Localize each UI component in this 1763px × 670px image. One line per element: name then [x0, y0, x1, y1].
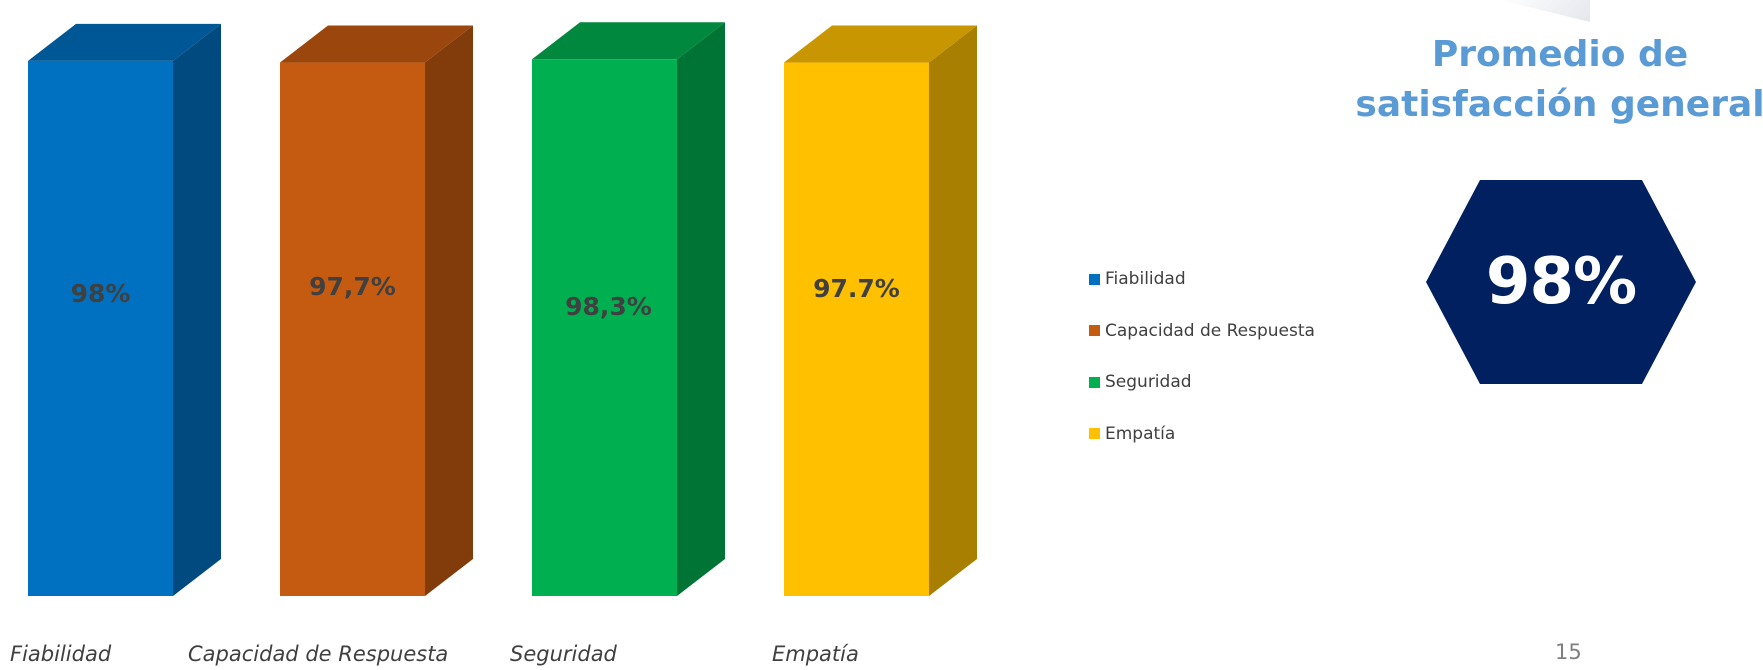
legend-item-empatia: Empatía [1089, 423, 1315, 445]
legend-label-seguridad: Seguridad [1105, 372, 1192, 392]
summary-hexagon: 98% [1426, 180, 1696, 384]
category-label-fiabilidad: Fiabilidad [10, 642, 112, 666]
data-label-seguridad: 98,3% [565, 292, 652, 321]
bar-front-seguridad [532, 59, 677, 597]
bar-capacidad-de-respuesta: 97,7% [280, 25, 473, 597]
legend-item-seguridad: Seguridad [1089, 371, 1315, 393]
bar-front-empatia [784, 62, 929, 597]
bar-side-fiabilidad [173, 23, 221, 597]
category-label-capacidad-de-respuesta: Capacidad de Respuesta [188, 642, 449, 666]
legend-swatch-fiabilidad [1089, 273, 1100, 285]
bar-top-empatia [784, 25, 977, 63]
bar-chart: 98% 97,7% 98,3% 97.7% [28, 22, 977, 597]
data-label-fiabilidad: 98% [71, 279, 131, 308]
bar-side-empatia [929, 25, 977, 597]
summary-title-line-2: satisfacción general [1355, 84, 1763, 125]
slide-corner-decoration [1500, 0, 1590, 22]
bar-top-fiabilidad [28, 23, 221, 61]
data-label-capacidad-de-respuesta: 97,7% [309, 272, 396, 301]
category-label-seguridad: Seguridad [510, 642, 617, 666]
legend-label-capacidad-de-respuesta: Capacidad de Respuesta [1105, 320, 1315, 341]
bar-seguridad: 98,3% [532, 22, 725, 597]
page-number: 15 [1555, 640, 1582, 664]
bar-top-seguridad [532, 22, 725, 60]
bar-side-capacidad-de-respuesta [425, 25, 473, 597]
chart-legend: Fiabilidad Capacidad de Respuesta Seguri… [1089, 268, 1315, 474]
bar-empatia: 97.7% [784, 25, 977, 597]
data-label-empatia: 97.7% [813, 274, 900, 303]
summary-title-line-1: Promedio de [1431, 34, 1689, 75]
legend-item-fiabilidad: Fiabilidad [1089, 268, 1315, 290]
legend-label-fiabilidad: Fiabilidad [1105, 269, 1186, 289]
legend-label-empatia: Empatía [1105, 423, 1176, 444]
bar-front-capacidad-de-respuesta [280, 62, 425, 597]
bar-side-seguridad [677, 22, 725, 597]
bar-fiabilidad: 98% [28, 23, 221, 597]
legend-swatch-empatia [1089, 428, 1100, 439]
bar-front-fiabilidad [28, 60, 173, 597]
legend-swatch-capacidad-de-respuesta [1089, 325, 1100, 336]
bar-top-capacidad-de-respuesta [280, 25, 473, 63]
category-label-empatia: Empatía [772, 642, 859, 666]
summary-value: 98% [1485, 245, 1637, 319]
summary-title: Promedio de satisfacción general [1350, 30, 1763, 130]
legend-item-capacidad-de-respuesta: Capacidad de Respuesta [1089, 320, 1315, 342]
legend-swatch-seguridad [1089, 376, 1100, 388]
